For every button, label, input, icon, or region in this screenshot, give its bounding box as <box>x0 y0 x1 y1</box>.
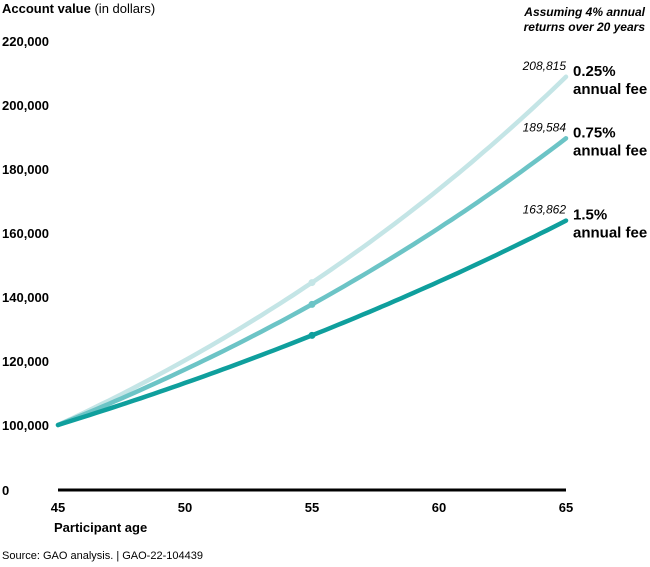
end-value-label: 189,584 <box>523 120 567 134</box>
series-line-0 <box>55 74 569 428</box>
series-marker-1 <box>308 300 316 308</box>
series-label-pct: 0.75% <box>573 124 616 141</box>
assumption-line-2: returns over 20 years <box>523 20 645 34</box>
assumption-line-1: Assuming 4% annual <box>524 5 645 19</box>
y-tick-label: 140,000 <box>2 290 49 305</box>
y-axis-title-units: (in dollars) <box>90 1 156 16</box>
source-note: Source: GAO analysis. | GAO-22-104439 <box>2 550 203 562</box>
x-tick-label: 45 <box>51 500 65 515</box>
series-label-text: annual fee <box>573 225 647 242</box>
y-tick-label: 180,000 <box>2 162 49 177</box>
series-label-text: annual fee <box>573 81 647 98</box>
y-tick-label: 100,000 <box>2 418 49 433</box>
x-tick-label: 50 <box>178 500 192 515</box>
x-tick-label: 60 <box>432 500 446 515</box>
y-tick-label: 220,000 <box>2 34 49 49</box>
y-tick-label: 160,000 <box>2 226 49 241</box>
series-label-pct: 1.5% <box>573 207 607 224</box>
series-label-text: annual fee <box>573 142 647 159</box>
y-tick-label: 200,000 <box>2 98 49 113</box>
y-axis-title-bold: Account value <box>2 1 91 16</box>
end-value-label: 208,815 <box>522 59 567 73</box>
x-tick-label: 55 <box>305 500 319 515</box>
series-marker-2 <box>308 331 316 339</box>
x-tick-label: 65 <box>559 500 573 515</box>
assumption-note: Assuming 4% annual returns over 20 years <box>440 5 645 35</box>
y-axis-title: Account value (in dollars) <box>2 1 155 16</box>
series-label-pct: 0.25% <box>573 63 616 80</box>
y-tick-label: 0 <box>2 483 9 498</box>
series-marker-0 <box>308 279 316 287</box>
x-axis-title: Participant age <box>54 520 148 535</box>
end-value-label: 163,862 <box>523 203 567 217</box>
y-tick-label: 120,000 <box>2 354 49 369</box>
